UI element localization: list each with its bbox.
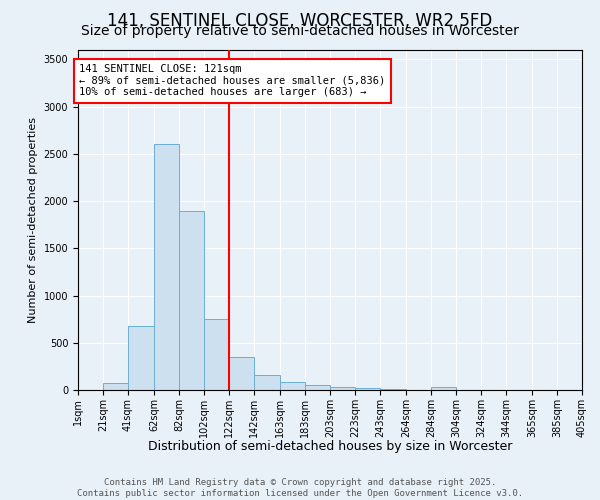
Text: Contains HM Land Registry data © Crown copyright and database right 2025.
Contai: Contains HM Land Registry data © Crown c…	[77, 478, 523, 498]
Y-axis label: Number of semi-detached properties: Number of semi-detached properties	[28, 117, 38, 323]
Text: 141, SENTINEL CLOSE, WORCESTER, WR2 5FD: 141, SENTINEL CLOSE, WORCESTER, WR2 5FD	[107, 12, 493, 30]
Bar	[431, 387, 456, 390]
Bar	[179, 210, 204, 390]
Text: Size of property relative to semi-detached houses in Worcester: Size of property relative to semi-detach…	[81, 24, 519, 38]
Bar	[204, 319, 229, 390]
X-axis label: Distribution of semi-detached houses by size in Worcester: Distribution of semi-detached houses by …	[148, 440, 512, 453]
Bar	[128, 326, 154, 390]
Bar	[103, 384, 128, 390]
Bar	[229, 357, 254, 390]
Bar	[305, 385, 330, 390]
Bar	[330, 387, 355, 390]
Bar	[254, 376, 280, 390]
Bar	[154, 144, 179, 390]
Bar	[380, 389, 406, 390]
Bar	[280, 382, 305, 390]
Text: 141 SENTINEL CLOSE: 121sqm
← 89% of semi-detached houses are smaller (5,836)
10%: 141 SENTINEL CLOSE: 121sqm ← 89% of semi…	[79, 64, 385, 98]
Bar	[355, 388, 380, 390]
